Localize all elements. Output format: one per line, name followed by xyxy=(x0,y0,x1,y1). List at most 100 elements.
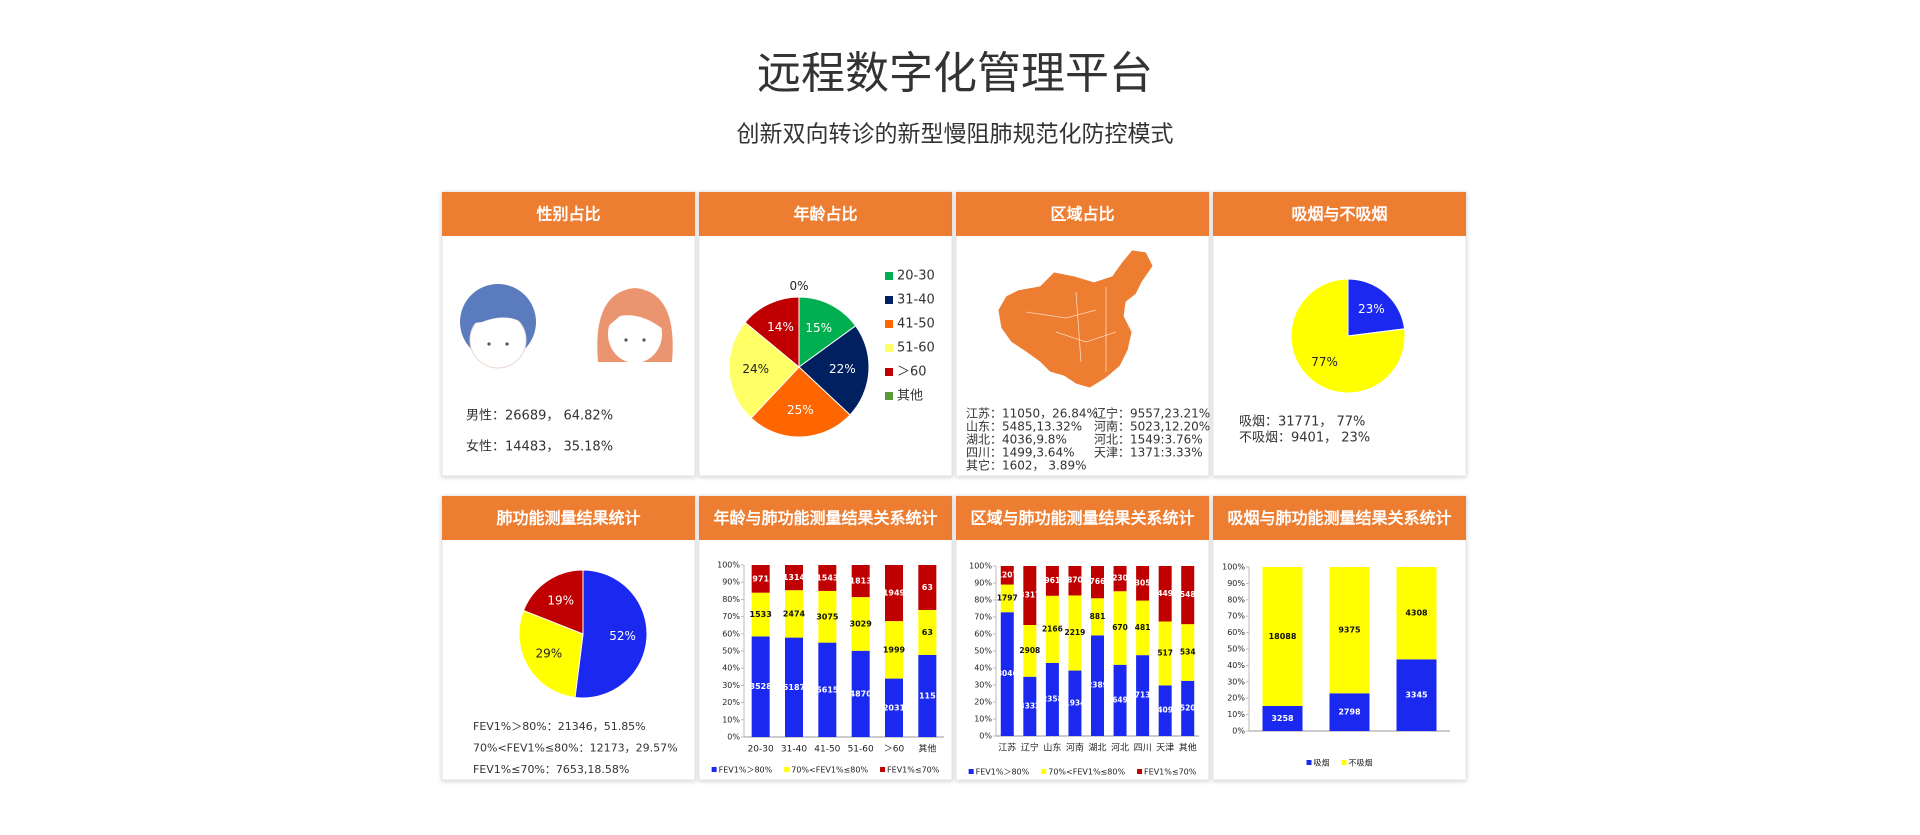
legend-swatch xyxy=(968,769,974,774)
slice-label: 23% xyxy=(1358,302,1385,316)
province-line xyxy=(1025,309,1097,319)
y-tick-label: 20% xyxy=(974,698,992,707)
value-label: 870 xyxy=(1067,576,1083,585)
legend-swatch xyxy=(784,767,790,772)
panel-title: 区域与肺功能测量结果关系统计 xyxy=(970,509,1194,528)
value-label: 1999 xyxy=(883,645,906,654)
bar-segment xyxy=(785,637,803,737)
value-label: 1207 xyxy=(997,570,1018,579)
page-title: 远程数字化管理平台 xyxy=(757,48,1153,99)
bar-segment xyxy=(1262,567,1303,706)
y-tick-label: 80% xyxy=(974,596,992,605)
panel-header xyxy=(1213,192,1466,236)
x-tick-label: 河南 xyxy=(1066,742,1084,754)
bar-segment xyxy=(1068,595,1082,671)
bar-segment xyxy=(1000,566,1014,585)
y-tick-label: 70% xyxy=(974,613,992,622)
legend-swatch xyxy=(885,272,893,280)
pie-slice xyxy=(518,609,584,699)
value-label: 766 xyxy=(1090,577,1106,586)
y-tick-label: 50% xyxy=(1227,645,1245,654)
value-label: 4308 xyxy=(1405,609,1428,618)
legend: FEV1%＞80% 70%<FEV1%≤80% FEV1%≤70% xyxy=(968,768,1197,777)
note: 辽宁：9557,23.21% xyxy=(1094,406,1210,421)
x-tick-label: 41-50 xyxy=(814,745,840,755)
value-label: 2031 xyxy=(883,703,906,712)
legend-label: 20-30 xyxy=(897,269,935,284)
value-label: 1543 xyxy=(816,573,838,582)
x-tick-label: 天津 xyxy=(1156,743,1174,754)
value-label: 3345 xyxy=(1405,691,1428,700)
bar-segment xyxy=(1023,625,1037,677)
value-label: 4870 xyxy=(850,689,873,698)
panel-header xyxy=(956,496,1209,540)
slice-label: 0% xyxy=(789,279,808,293)
female-eye xyxy=(624,338,628,342)
y-tick-label: 100% xyxy=(969,562,992,571)
value-label: 2474 xyxy=(783,609,806,618)
panel-header xyxy=(699,192,952,236)
bar-segment xyxy=(1136,566,1150,601)
x-tick-label: 31-40 xyxy=(781,745,807,755)
note: 湖北：4036,9.8% xyxy=(966,432,1067,447)
value-label: 971 xyxy=(752,574,769,583)
province-line xyxy=(1075,291,1082,363)
value-label: 2219 xyxy=(1065,628,1086,637)
value-label: 548 xyxy=(1180,590,1196,599)
panel-header xyxy=(699,496,952,540)
legend-label: 70%<FEV1%≤80% xyxy=(1048,768,1125,777)
value-label: 2358 xyxy=(1042,694,1063,703)
note: 天津：1371:3.33% xyxy=(1094,446,1203,460)
legend: FEV1%＞80% 70%<FEV1%≤80% FEV1%≤70% xyxy=(711,766,940,775)
page-subtitle: 创新双向转诊的新型慢阻肺规范化防控模式 xyxy=(737,122,1174,148)
legend-label: 吸烟 xyxy=(1314,759,1330,768)
bar-segment xyxy=(1068,670,1082,736)
y-tick-label: 0% xyxy=(979,732,992,741)
value-label: 1314 xyxy=(783,573,806,582)
legend-swatch xyxy=(885,344,893,352)
note: 70%<FEV1%≤80%：12173，29.57% xyxy=(473,742,678,755)
y-tick-label: 60% xyxy=(1227,628,1245,637)
legend: 吸烟 不吸烟 xyxy=(1306,759,1373,768)
bar-segment xyxy=(1091,566,1104,599)
y-tick-label: 10% xyxy=(722,715,740,724)
x-tick-label: 四川 xyxy=(1134,744,1152,754)
note: 河南：5023,12.20% xyxy=(1094,419,1210,434)
value-label: 115 xyxy=(919,691,936,700)
y-tick-label: 0% xyxy=(1232,727,1245,736)
legend-label: FEV1%≤70% xyxy=(1144,768,1197,777)
value-label: 1949 xyxy=(883,589,906,598)
x-tick-label: 湖北 xyxy=(1088,743,1106,754)
x-tick-label: 山东 xyxy=(1043,742,1061,754)
bar-segment xyxy=(885,565,903,622)
legend-label: FEV1%≤70% xyxy=(887,766,940,775)
bar-segment xyxy=(1262,705,1303,731)
note: FEV1%≤70%：7653,18.58% xyxy=(473,763,629,776)
legend-label: FEV1%＞80% xyxy=(976,768,1030,777)
slice-label: 15% xyxy=(805,321,832,335)
panel: 年龄与肺功能测量结果关系统计 0% 10% 20% 30% 40% 50% 60% 70% 80%… xyxy=(698,495,953,781)
value-label: 1934 xyxy=(1065,698,1086,707)
x-tick-label: 20-30 xyxy=(748,745,774,755)
bar-segment xyxy=(885,621,903,679)
bar-segment xyxy=(1158,621,1172,686)
bar-segment xyxy=(885,678,903,737)
pie-slice xyxy=(744,296,800,369)
panel-header xyxy=(1213,496,1466,540)
panel-header xyxy=(956,192,1209,236)
slice-label: 19% xyxy=(547,594,574,608)
slice-label: 24% xyxy=(742,362,769,376)
value-label: 2389 xyxy=(1087,681,1108,690)
y-tick-label: 50% xyxy=(974,647,992,656)
x-tick-label: 其他 xyxy=(918,743,936,755)
bar-segment xyxy=(1113,566,1127,592)
y-tick-label: 10% xyxy=(1227,710,1245,719)
bar-segment xyxy=(1045,566,1059,596)
bar-segment xyxy=(818,590,837,643)
bar-segment xyxy=(1091,635,1104,736)
note: FEV1%＞80%：21346，51.85% xyxy=(473,720,646,733)
legend-label: 31-40 xyxy=(897,293,935,308)
value-label: 63 xyxy=(922,583,933,592)
